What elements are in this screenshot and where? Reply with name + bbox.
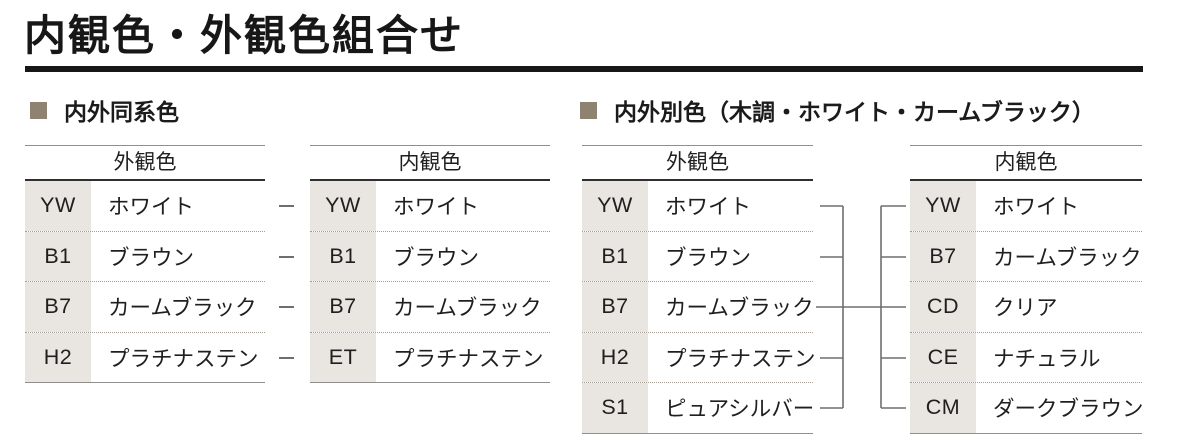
color-row: CE ナチュラル bbox=[910, 332, 1142, 383]
color-row: B1 ブラウン bbox=[310, 231, 550, 282]
section-header-same-color: 内外同系色 bbox=[30, 97, 179, 125]
color-name-cell: プラチナステン bbox=[665, 346, 816, 371]
color-row: B1 ブラウン bbox=[582, 231, 813, 282]
color-code-cell: B7 bbox=[910, 231, 976, 281]
color-name-cell: ホワイト bbox=[108, 195, 195, 220]
column-header: 内観色 bbox=[310, 145, 550, 181]
color-name-cell: プラチナステン bbox=[393, 346, 544, 371]
row-connector-dash bbox=[279, 357, 294, 359]
color-name-cell: ブラウン bbox=[665, 245, 752, 270]
any-to-any-connector-lines bbox=[816, 205, 906, 409]
color-code-cell: S1 bbox=[582, 383, 648, 433]
color-name-cell: ホワイト bbox=[993, 195, 1080, 220]
color-code-cell: B1 bbox=[25, 231, 91, 281]
column-header: 外観色 bbox=[25, 145, 265, 181]
color-code-cell: H2 bbox=[582, 332, 648, 382]
row-connector-dash bbox=[279, 256, 294, 258]
section-header-different-color: 内外別色（木調・ホワイト・カームブラック） bbox=[580, 97, 1095, 125]
color-name-cell: プラチナステン bbox=[108, 346, 259, 371]
color-row: B7 カームブラック bbox=[310, 282, 550, 333]
color-name-cell: カームブラック bbox=[108, 296, 257, 321]
color-row: YW ホワイト bbox=[310, 181, 550, 232]
section-label: 内外同系色 bbox=[64, 99, 179, 125]
row-connector-dash bbox=[279, 306, 294, 308]
color-code-cell: ET bbox=[310, 332, 376, 382]
color-code-cell: YW bbox=[25, 181, 91, 231]
different-exterior-color-table: 外観色 YW ホワイト B1 ブラウン B7 カームブラック H2 プラチナステ… bbox=[582, 145, 816, 434]
color-name-cell: ピュアシルバー bbox=[665, 397, 815, 422]
color-code-cell: YW bbox=[910, 181, 976, 231]
page-title: 内観色・外観色組合せ bbox=[24, 12, 465, 59]
color-code-cell: B1 bbox=[582, 231, 648, 281]
color-row: YW ホワイト bbox=[910, 181, 1142, 232]
color-code-cell: YW bbox=[310, 181, 376, 231]
section-bullet-icon bbox=[30, 101, 47, 119]
color-row: CM ダークブラウン bbox=[910, 383, 1144, 434]
color-row: S1 ピュアシルバー bbox=[582, 383, 815, 434]
section-label: 内外別色（木調・ホワイト・カームブラック） bbox=[614, 99, 1095, 125]
color-name-cell: クリア bbox=[993, 296, 1058, 321]
title-rule bbox=[25, 66, 1143, 72]
color-name-cell: カームブラック bbox=[665, 296, 814, 321]
color-code-cell: B7 bbox=[25, 282, 91, 332]
same-interior-color-table: 内観色 YW ホワイト B1 ブラウン B7 カームブラック ET プラチナステ… bbox=[310, 145, 550, 383]
color-name-cell: カームブラック bbox=[393, 296, 542, 321]
color-name-cell: ホワイト bbox=[665, 195, 752, 220]
color-code-cell: H2 bbox=[25, 332, 91, 382]
color-row: B7 カームブラック bbox=[25, 282, 265, 333]
color-name-cell: カームブラック bbox=[993, 245, 1142, 270]
color-code-cell: YW bbox=[582, 181, 648, 231]
color-row: YW ホワイト bbox=[25, 181, 265, 232]
color-name-cell: ダークブラウン bbox=[993, 397, 1144, 422]
color-code-cell: B7 bbox=[310, 282, 376, 332]
column-header: 内観色 bbox=[910, 145, 1142, 181]
row-connector-dash bbox=[279, 205, 294, 207]
color-code-cell: B7 bbox=[582, 282, 648, 332]
color-name-cell: ブラウン bbox=[108, 245, 195, 270]
color-row: H2 プラチナステン bbox=[25, 332, 265, 383]
section-bullet-icon bbox=[580, 101, 597, 119]
color-name-cell: ナチュラル bbox=[993, 346, 1101, 371]
color-row: B7 カームブラック bbox=[910, 231, 1142, 282]
color-row: ET プラチナステン bbox=[310, 332, 550, 383]
color-row: H2 プラチナステン bbox=[582, 332, 816, 383]
color-name-cell: ホワイト bbox=[393, 195, 480, 220]
different-interior-color-table: 内観色 YW ホワイト B7 カームブラック CD クリア CE ナチュラル C… bbox=[910, 145, 1144, 434]
color-row: CD クリア bbox=[910, 282, 1142, 333]
color-row: YW ホワイト bbox=[582, 181, 813, 232]
column-header: 外観色 bbox=[582, 145, 813, 181]
color-row: B1 ブラウン bbox=[25, 231, 265, 282]
color-name-cell: ブラウン bbox=[393, 245, 480, 270]
same-exterior-color-table: 外観色 YW ホワイト B1 ブラウン B7 カームブラック H2 プラチナステ… bbox=[25, 145, 265, 383]
color-code-cell: CE bbox=[910, 332, 976, 382]
color-code-cell: CM bbox=[910, 383, 976, 433]
color-row: B7 カームブラック bbox=[582, 282, 814, 333]
color-code-cell: CD bbox=[910, 282, 976, 332]
color-code-cell: B1 bbox=[310, 231, 376, 281]
